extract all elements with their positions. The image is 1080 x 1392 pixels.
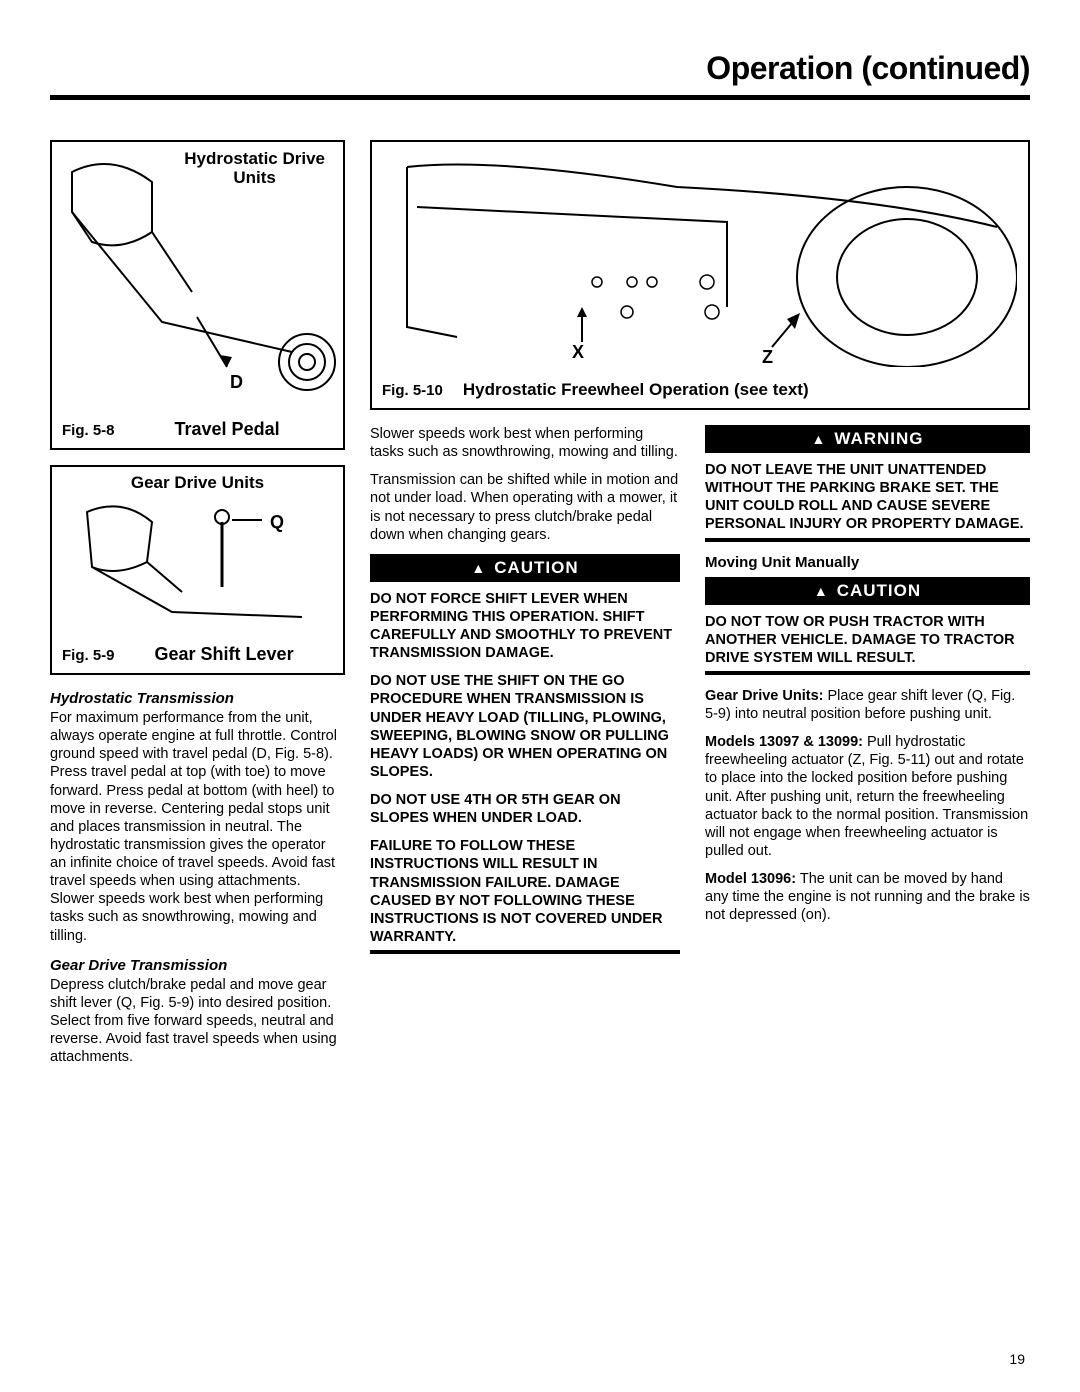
- page-number: 19: [1009, 1351, 1025, 1367]
- fig510-drawing: [377, 147, 1017, 367]
- hydro-heading: Hydrostatic Transmission: [50, 690, 345, 707]
- figure-5-8: Hydrostatic Drive Units D Fig. 5-8 Trave…: [50, 140, 345, 450]
- far-right-column: WARNING DO NOT LEAVE THE UNIT UNATTENDED…: [705, 425, 1030, 966]
- gear-heading: Gear Drive Transmission: [50, 957, 345, 974]
- fig510-label: Fig. 5-10: [382, 382, 443, 399]
- mid-p2: Transmission can be shifted while in mot…: [370, 471, 680, 544]
- gear-label: Gear Drive Units:: [705, 688, 823, 704]
- hydro-body: For maximum performance from the unit, a…: [50, 709, 345, 945]
- mid-p1: Slower speeds work best when performing …: [370, 425, 680, 461]
- fig59-label: Fig. 5-9: [62, 647, 115, 664]
- models-label: Models 13097 & 13099:: [705, 734, 863, 750]
- moving-heading: Moving Unit Manually: [705, 554, 1030, 571]
- fig58-caption: Travel Pedal: [175, 419, 280, 440]
- right-rule-2: [705, 671, 1030, 675]
- figure-5-10: X Z Fig. 5-10 Hydrostatic Freewheel Oper…: [370, 140, 1030, 410]
- right-model: Model 13096: The unit can be moved by ha…: [705, 870, 1030, 924]
- right-c1: DO NOT TOW OR PUSH TRACTOR WITH ANOTHER …: [705, 613, 1030, 667]
- page-title: Operation (continued): [50, 50, 1030, 87]
- fig510-letter-z: Z: [762, 347, 773, 368]
- models-text: Pull hydrostatic freewheeling actuator (…: [705, 734, 1028, 859]
- right-w1: DO NOT LEAVE THE UNIT UNATTENDED WITHOUT…: [705, 461, 1030, 534]
- caution-box-2: CAUTION: [705, 577, 1030, 605]
- model-label: Model 13096:: [705, 871, 796, 887]
- fig58-letter-d: D: [230, 372, 243, 393]
- mid-rule: [370, 950, 680, 954]
- figure-5-9: Gear Drive Units Q Fig. 5-9 Gear Shift L…: [50, 465, 345, 675]
- mid-c3: DO NOT USE 4TH OR 5TH GEAR ON SLOPES WHE…: [370, 791, 680, 827]
- fig59-title: Gear Drive Units: [52, 473, 343, 493]
- text-columns: Slower speeds work best when performing …: [370, 425, 1030, 966]
- fig59-caption: Gear Shift Lever: [155, 644, 294, 665]
- right-side: X Z Fig. 5-10 Hydrostatic Freewheel Oper…: [370, 140, 1030, 1076]
- right-gear: Gear Drive Units: Place gear shift lever…: [705, 687, 1030, 723]
- gear-body: Depress clutch/brake pedal and move gear…: [50, 976, 345, 1067]
- fig510-letter-x: X: [572, 342, 584, 363]
- right-rule-1: [705, 538, 1030, 542]
- right-models: Models 13097 & 13099: Pull hydrostatic f…: [705, 733, 1030, 860]
- left-column: Hydrostatic Drive Units D Fig. 5-8 Trave…: [50, 140, 345, 1076]
- fig59-drawing: [52, 492, 342, 652]
- fig59-letter-q: Q: [270, 512, 284, 533]
- content-columns: Hydrostatic Drive Units D Fig. 5-8 Trave…: [50, 140, 1030, 1076]
- fig510-caption: Hydrostatic Freewheel Operation (see tex…: [463, 380, 809, 400]
- warning-box: WARNING: [705, 425, 1030, 453]
- mid-c4: FAILURE TO FOLLOW THESE INSTRUCTIONS WIL…: [370, 837, 680, 946]
- mid-c2: DO NOT USE THE SHIFT ON THE GO PROCEDURE…: [370, 672, 680, 781]
- mid-c1: DO NOT FORCE SHIFT LEVER WHEN PERFORMING…: [370, 590, 680, 663]
- middle-column: Slower speeds work best when performing …: [370, 425, 680, 966]
- title-rule: [50, 95, 1030, 100]
- fig58-drawing: [52, 142, 342, 402]
- caution-box-1: CAUTION: [370, 554, 680, 582]
- fig58-label: Fig. 5-8: [62, 422, 115, 439]
